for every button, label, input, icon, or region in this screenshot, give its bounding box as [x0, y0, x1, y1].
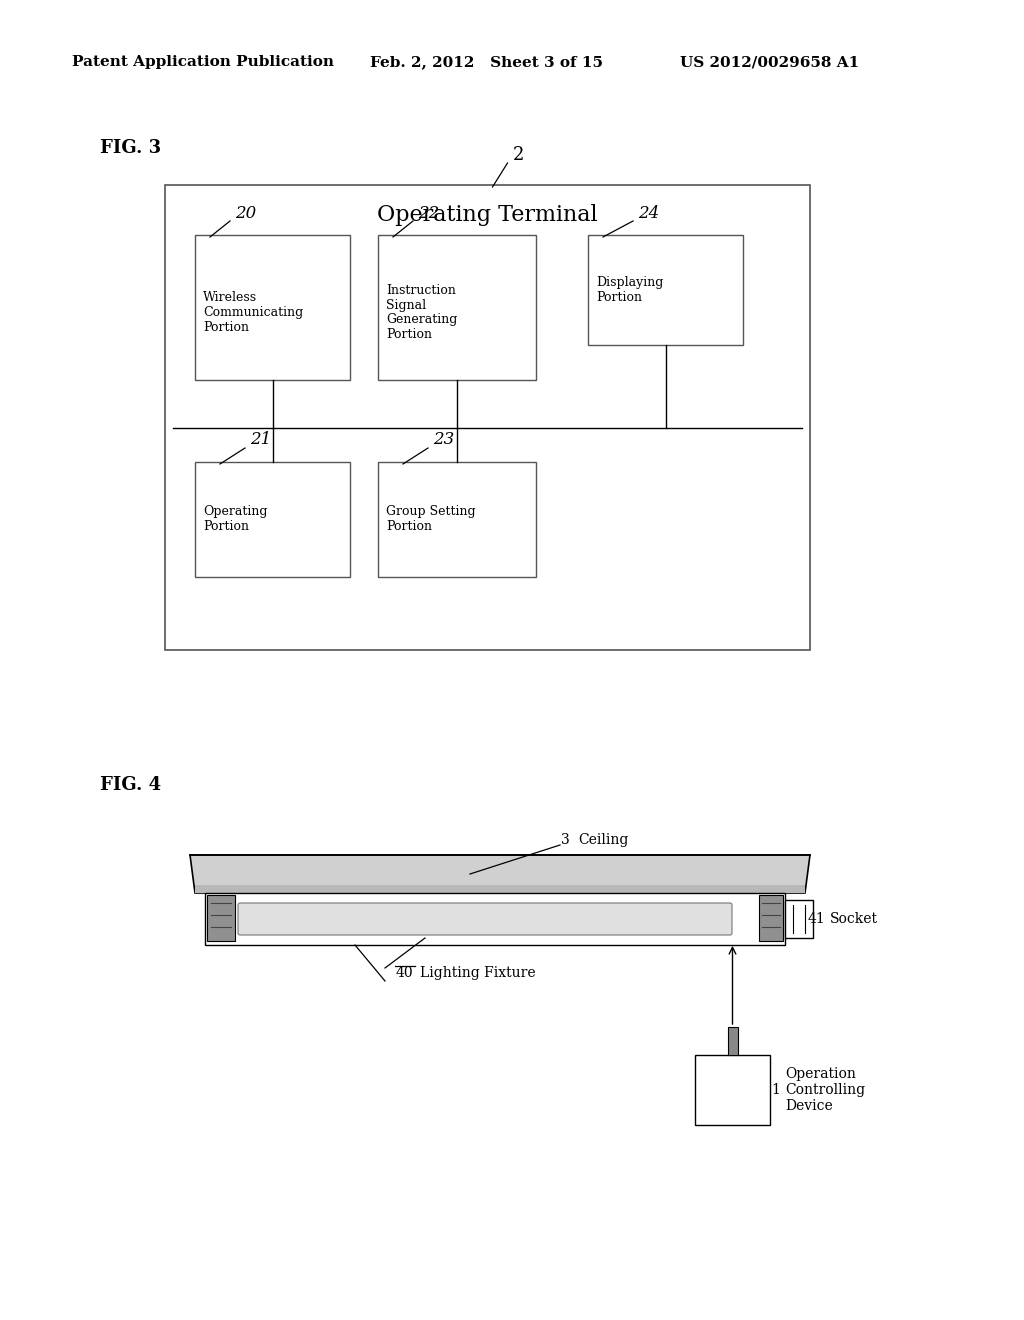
Text: Displaying
Portion: Displaying Portion [596, 276, 664, 304]
Text: FIG. 3: FIG. 3 [100, 139, 161, 157]
Bar [195, 462, 350, 577]
Text: Patent Application Publication: Patent Application Publication [72, 55, 334, 69]
Text: 1: 1 [771, 1082, 780, 1097]
Text: Operating
Portion: Operating Portion [203, 506, 267, 533]
Text: 40: 40 [395, 966, 413, 979]
Bar [195, 235, 350, 380]
Text: Group Setting
Portion: Group Setting Portion [386, 506, 475, 533]
Text: Feb. 2, 2012   Sheet 3 of 15: Feb. 2, 2012 Sheet 3 of 15 [370, 55, 603, 69]
Bar [378, 235, 536, 380]
Text: Socket: Socket [830, 912, 878, 927]
Bar [785, 900, 813, 939]
Bar [205, 894, 785, 945]
Text: Operation
Controlling
Device: Operation Controlling Device [785, 1067, 865, 1113]
Text: Instruction
Signal
Generating
Portion: Instruction Signal Generating Portion [386, 284, 458, 342]
Text: Ceiling: Ceiling [578, 833, 629, 847]
Bar [207, 895, 234, 941]
Text: 20: 20 [234, 205, 256, 222]
Text: 41: 41 [807, 912, 825, 927]
Bar [759, 895, 783, 941]
Text: Operating Terminal: Operating Terminal [377, 205, 598, 226]
Text: 21: 21 [250, 432, 271, 449]
Bar [378, 462, 536, 577]
Text: FIG. 4: FIG. 4 [100, 776, 161, 795]
Text: 22: 22 [418, 205, 439, 222]
Bar [165, 185, 810, 649]
Polygon shape [190, 855, 810, 894]
Text: US 2012/0029658 A1: US 2012/0029658 A1 [680, 55, 859, 69]
Bar [695, 1055, 770, 1125]
Text: 24: 24 [638, 205, 659, 222]
Text: Wireless
Communicating
Portion: Wireless Communicating Portion [203, 290, 303, 334]
Bar [588, 235, 743, 345]
Text: 2: 2 [512, 147, 524, 164]
Bar [727, 1027, 737, 1055]
Text: Lighting Fixture: Lighting Fixture [420, 966, 536, 979]
Text: 23: 23 [433, 432, 455, 449]
FancyBboxPatch shape [238, 903, 732, 935]
Text: 3: 3 [561, 833, 570, 847]
